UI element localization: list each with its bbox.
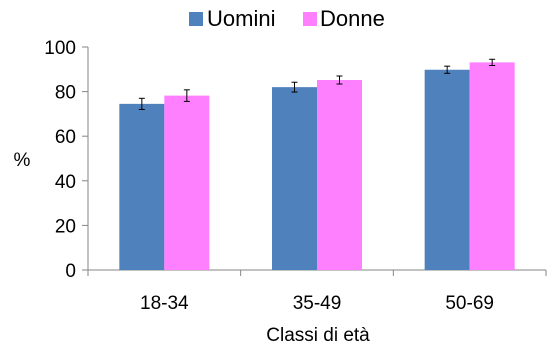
legend-swatch-donne: [303, 12, 317, 26]
error-bar: [183, 89, 190, 102]
legend: Uomini Donne: [189, 6, 385, 31]
x-tick-label: 50-69: [445, 293, 494, 314]
x-axis-title: Classi di età: [266, 325, 370, 346]
x-tick-label: 18-34: [140, 293, 189, 314]
error-bar: [291, 81, 298, 93]
y-axis-title: %: [14, 150, 31, 171]
y-tick-label: 20: [55, 216, 76, 237]
error-bar: [336, 75, 343, 85]
bar-donne-18-34: [164, 95, 210, 270]
error-bar: [489, 58, 496, 67]
error-bar: [138, 97, 145, 110]
bar-donne-50-69: [469, 62, 515, 271]
x-axis: 18-34 35-49 50-69: [87, 269, 547, 314]
bar-uomini-35-49: [272, 87, 317, 270]
error-bars: [138, 58, 496, 110]
y-tick-label: 100: [44, 38, 76, 59]
bar-donne-35-49: [317, 80, 362, 270]
y-tick-label: 60: [55, 127, 76, 148]
bar-uomini-50-69: [424, 69, 470, 270]
error-bar: [444, 65, 451, 74]
y-tick-label: 80: [55, 83, 76, 104]
bar-uomini-18-34: [119, 103, 165, 271]
legend-swatch-uomini: [189, 12, 203, 26]
legend-label-uomini: Uomini: [207, 6, 275, 31]
y-axis: 0 20 40 60 80 100: [44, 38, 89, 282]
legend-label-donne: Donne: [320, 6, 385, 31]
y-tick-label: 0: [65, 261, 76, 282]
x-tick-label: 35-49: [293, 293, 342, 314]
bars: [119, 62, 515, 271]
y-tick-label: 40: [55, 172, 76, 193]
